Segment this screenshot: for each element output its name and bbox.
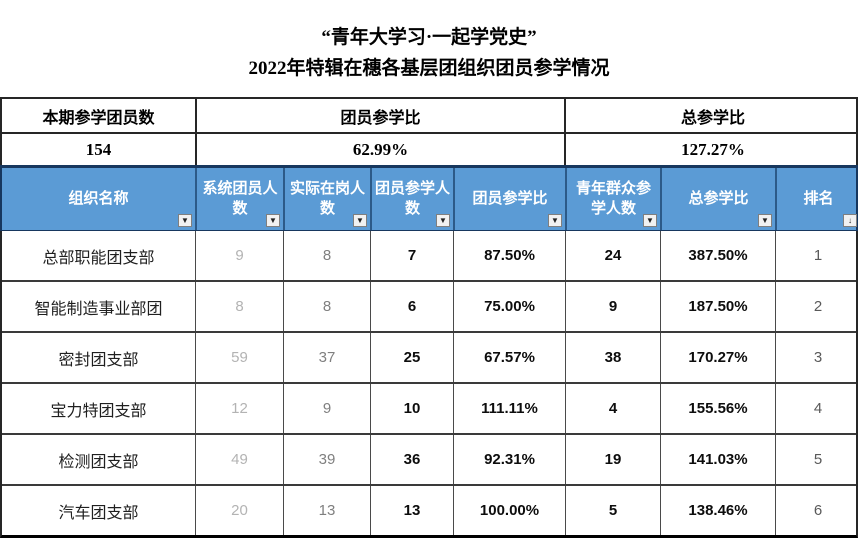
cell-rank: 2 [775, 282, 858, 331]
cell-member-rate: 75.00% [453, 282, 565, 331]
col-header-participating-members: 团员参学人数 ▼ [370, 168, 453, 230]
cell-actual-on-duty: 8 [283, 231, 370, 280]
cell-youth-mass: 9 [565, 282, 660, 331]
cell-org-name: 智能制造事业部团 [34, 300, 163, 318]
filter-dropdown-icon[interactable]: ▼ [178, 214, 192, 227]
cell-participating-members: 10 [370, 384, 453, 433]
summary-header-total-rate: 总参学比 [564, 99, 858, 134]
cell-org-name: 密封团支部 [58, 351, 139, 369]
cell-rank: 4 [775, 384, 858, 433]
table-row: 密封团支部 59 37 25 67.57% 38 170.27% 3 [2, 331, 856, 382]
title-line-1: “青年大学习·一起学党史” [321, 27, 537, 48]
cell-member-rate: 92.31% [453, 435, 565, 484]
col-header-total-participation-rate: 总参学比 ▼ [660, 168, 775, 230]
cell-youth-mass: 19 [565, 435, 660, 484]
cell-system-members: 59 [195, 333, 283, 382]
cell-system-members: 49 [195, 435, 283, 484]
cell-total-rate: 138.46% [660, 486, 775, 535]
col-header-member-participation-rate: 团员参学比 ▼ [453, 168, 565, 230]
summary-header-current-members: 本期参学团员数 [2, 99, 195, 134]
cell-total-rate: 155.56% [660, 384, 775, 433]
filter-dropdown-icon[interactable]: ▼ [266, 214, 280, 227]
table-row: 检测团支部 49 39 36 92.31% 19 141.03% 5 [2, 433, 856, 484]
sort-ascending-filter-icon[interactable]: ↓ [843, 214, 857, 227]
cell-system-members: 9 [195, 231, 283, 280]
filter-dropdown-icon[interactable]: ▼ [436, 214, 450, 227]
cell-actual-on-duty: 13 [283, 486, 370, 535]
cell-youth-mass: 24 [565, 231, 660, 280]
cell-actual-on-duty: 39 [283, 435, 370, 484]
cell-org-name: 总部职能团支部 [42, 249, 155, 267]
table-body: 总部职能团支部 9 8 7 87.50% 24 387.50% 1 智能制造事业… [0, 231, 858, 538]
summary-value-total-rate: 127.27% [564, 134, 858, 165]
col-header-rank: 排名 ↓ [775, 168, 858, 230]
table-header-row: 组织名称 ▼ 系统团员人数 ▼ 实际在岗人数 ▼ 团员参学人数 ▼ 团员参学比 … [0, 165, 858, 231]
table-row: 智能制造事业部团 8 8 6 75.00% 9 187.50% 2 [2, 280, 856, 331]
col-header-actual-on-duty: 实际在岗人数 ▼ [283, 168, 370, 230]
cell-total-rate: 387.50% [660, 231, 775, 280]
cell-actual-on-duty: 9 [283, 384, 370, 433]
cell-actual-on-duty: 8 [283, 282, 370, 331]
cell-participating-members: 25 [370, 333, 453, 382]
cell-rank: 6 [775, 486, 858, 535]
cell-org-name: 汽车团支部 [58, 504, 139, 522]
cell-system-members: 20 [195, 486, 283, 535]
cell-member-rate: 87.50% [453, 231, 565, 280]
col-header-org-name: 组织名称 ▼ [2, 168, 195, 230]
table-row: 总部职能团支部 9 8 7 87.50% 24 387.50% 1 [2, 231, 856, 280]
cell-youth-mass: 5 [565, 486, 660, 535]
summary-value-current-members: 154 [85, 139, 112, 159]
cell-actual-on-duty: 37 [283, 333, 370, 382]
cell-youth-mass: 38 [565, 333, 660, 382]
cell-rank: 1 [775, 231, 858, 280]
cell-member-rate: 111.11% [453, 384, 565, 433]
cell-total-rate: 187.50% [660, 282, 775, 331]
cell-participating-members: 36 [370, 435, 453, 484]
cell-system-members: 8 [195, 282, 283, 331]
filter-dropdown-icon[interactable]: ▼ [643, 214, 657, 227]
cell-member-rate: 67.57% [453, 333, 565, 382]
col-header-system-members: 系统团员人数 ▼ [195, 168, 283, 230]
cell-rank: 3 [775, 333, 858, 382]
cell-participating-members: 13 [370, 486, 453, 535]
table-row: 汽车团支部 20 13 13 100.00% 5 138.46% 6 [2, 484, 856, 535]
cell-youth-mass: 4 [565, 384, 660, 433]
cell-rank: 5 [775, 435, 858, 484]
summary-header-member-rate: 团员参学比 [195, 99, 564, 134]
cell-participating-members: 6 [370, 282, 453, 331]
filter-dropdown-icon[interactable]: ▼ [353, 214, 367, 227]
col-header-youth-mass-participants: 青年群众参学人数 ▼ [565, 168, 660, 230]
summary-value-member-rate: 62.99% [195, 134, 564, 165]
cell-member-rate: 100.00% [453, 486, 565, 535]
cell-total-rate: 141.03% [660, 435, 775, 484]
cell-org-name: 检测团支部 [58, 453, 139, 471]
cell-participating-members: 7 [370, 231, 453, 280]
summary-strip: 本期参学团员数 团员参学比 总参学比 154 62.99% 127.27% [0, 97, 858, 165]
page-title: “青年大学习·一起学党史” 2022年特辑在穗各基层团组织团员参学情况 [0, 0, 858, 97]
title-line-2: 2022年特辑在穗各基层团组织团员参学情况 [248, 58, 610, 79]
cell-org-name: 宝力特团支部 [50, 402, 147, 420]
table-row: 宝力特团支部 12 9 10 111.11% 4 155.56% 4 [2, 382, 856, 433]
filter-dropdown-icon[interactable]: ▼ [548, 214, 562, 227]
cell-total-rate: 170.27% [660, 333, 775, 382]
filter-dropdown-icon[interactable]: ▼ [758, 214, 772, 227]
cell-system-members: 12 [195, 384, 283, 433]
